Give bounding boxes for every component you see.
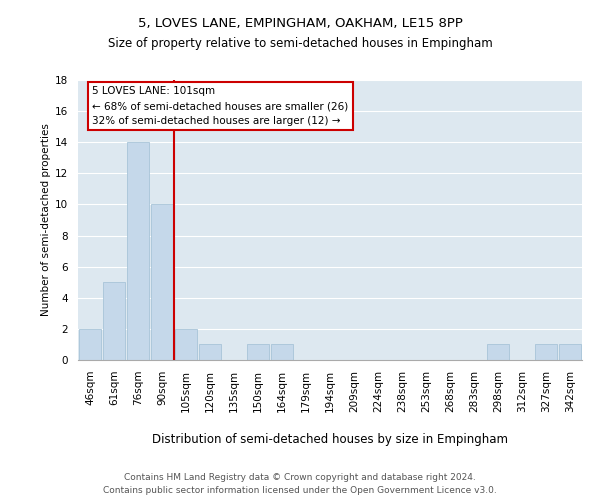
Bar xyxy=(559,344,581,360)
Text: Contains HM Land Registry data © Crown copyright and database right 2024.: Contains HM Land Registry data © Crown c… xyxy=(124,472,476,482)
Bar xyxy=(103,282,125,360)
Bar xyxy=(79,329,101,360)
Text: Contains public sector information licensed under the Open Government Licence v3: Contains public sector information licen… xyxy=(103,486,497,495)
Text: Size of property relative to semi-detached houses in Empingham: Size of property relative to semi-detach… xyxy=(107,38,493,51)
Bar xyxy=(247,344,269,360)
Text: Distribution of semi-detached houses by size in Empingham: Distribution of semi-detached houses by … xyxy=(152,432,508,446)
Y-axis label: Number of semi-detached properties: Number of semi-detached properties xyxy=(41,124,51,316)
Bar xyxy=(151,204,173,360)
Bar xyxy=(535,344,557,360)
Text: 5, LOVES LANE, EMPINGHAM, OAKHAM, LE15 8PP: 5, LOVES LANE, EMPINGHAM, OAKHAM, LE15 8… xyxy=(137,18,463,30)
Bar xyxy=(175,329,197,360)
Bar xyxy=(487,344,509,360)
Bar xyxy=(271,344,293,360)
Bar xyxy=(199,344,221,360)
Bar xyxy=(127,142,149,360)
Text: 5 LOVES LANE: 101sqm
← 68% of semi-detached houses are smaller (26)
32% of semi-: 5 LOVES LANE: 101sqm ← 68% of semi-detac… xyxy=(92,86,349,126)
